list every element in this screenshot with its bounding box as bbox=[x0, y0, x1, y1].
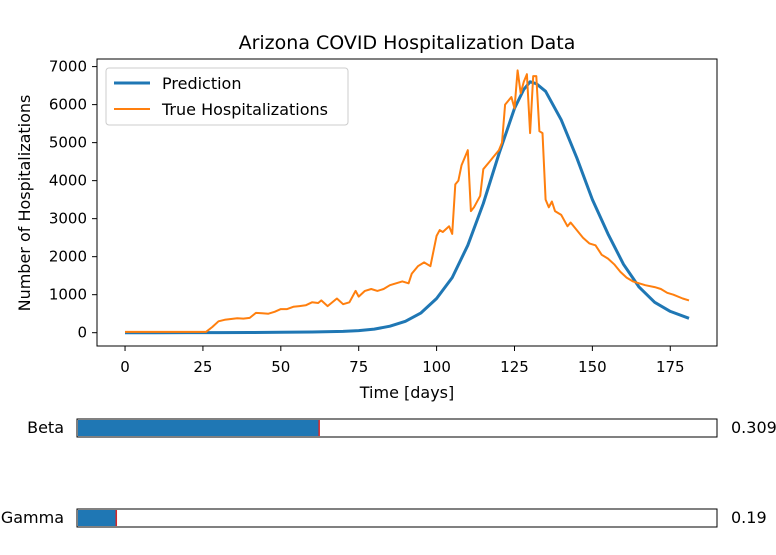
chart-title: Arizona COVID Hospitalization Data bbox=[239, 32, 576, 54]
y-tick-label: 7000 bbox=[49, 58, 87, 76]
x-tick-label: 75 bbox=[349, 358, 368, 376]
gamma-slider-label: Gamma bbox=[1, 508, 64, 527]
x-axis-label: Time [days] bbox=[359, 383, 455, 402]
y-tick-label: 3000 bbox=[49, 210, 87, 228]
x-tick-label: 150 bbox=[578, 358, 607, 376]
beta-slider[interactable]: Beta 0.309 bbox=[27, 418, 776, 438]
legend-label-prediction: Prediction bbox=[162, 74, 241, 93]
legend: Prediction True Hospitalizations bbox=[105, 67, 349, 126]
x-tick-label: 175 bbox=[656, 358, 685, 376]
y-axis-label: Number of Hospitalizations bbox=[15, 95, 34, 312]
y-tick-label: 4000 bbox=[49, 172, 87, 190]
beta-slider-label: Beta bbox=[27, 418, 64, 437]
beta-slider-value: 0.309 bbox=[731, 418, 776, 437]
y-tick-label: 1000 bbox=[49, 286, 87, 304]
gamma-slider-track[interactable] bbox=[76, 508, 718, 528]
y-tick-label: 2000 bbox=[49, 248, 87, 266]
series-line-true-hospitalizations bbox=[125, 69, 690, 333]
axis-ticks: 0 25 50 75 100 125 150 175 0 1000 2000 3000 4000 5000… bbox=[49, 58, 685, 376]
series-line-prediction bbox=[125, 80, 690, 335]
y-tick-label: 6000 bbox=[49, 96, 87, 114]
gamma-slider-fill bbox=[78, 510, 117, 526]
gamma-slider-value: 0.19 bbox=[731, 508, 767, 527]
x-tick-label: 100 bbox=[422, 358, 451, 376]
x-tick-label: 25 bbox=[193, 358, 212, 376]
x-tick-label: 50 bbox=[271, 358, 290, 376]
y-tick-label: 0 bbox=[77, 324, 87, 342]
plot-lines bbox=[125, 69, 690, 335]
x-tick-label: 125 bbox=[500, 358, 529, 376]
legend-box bbox=[105, 67, 349, 126]
y-tick-label: 5000 bbox=[49, 134, 87, 152]
x-tick-label: 0 bbox=[120, 358, 130, 376]
beta-slider-fill bbox=[78, 420, 320, 436]
legend-label-true: True Hospitalizations bbox=[161, 100, 328, 119]
gamma-slider[interactable]: Gamma 0.19 bbox=[1, 508, 767, 528]
